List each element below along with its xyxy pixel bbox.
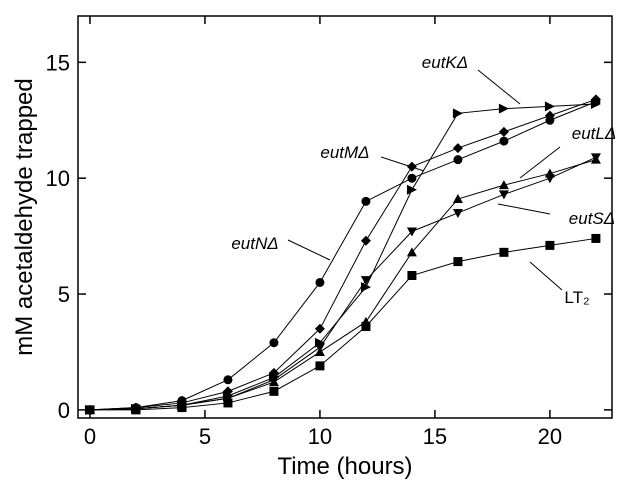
- point: [315, 277, 325, 287]
- point: [452, 108, 463, 119]
- point: [453, 155, 463, 165]
- leader-line: [497, 203, 551, 215]
- series-label: eutNΔ: [231, 234, 278, 253]
- leader-line: [380, 156, 425, 172]
- point: [545, 115, 555, 125]
- x-tick-label: 20: [538, 424, 562, 449]
- point: [498, 126, 509, 137]
- point: [314, 343, 325, 353]
- series-line: [89, 98, 597, 411]
- y-axis-label: mM acetaldehyde trapped: [11, 78, 38, 356]
- x-tick-label: 10: [308, 424, 332, 449]
- leader-line: [519, 146, 561, 179]
- series-label: eutLΔ: [572, 124, 617, 143]
- point: [406, 227, 417, 237]
- point: [499, 136, 509, 146]
- point: [268, 367, 279, 378]
- point: [498, 103, 509, 114]
- point: [223, 375, 233, 385]
- leader-line: [287, 239, 331, 261]
- series-line: [89, 101, 597, 411]
- x-tick-label: 5: [199, 424, 211, 449]
- point: [269, 338, 279, 348]
- series-label: eutSΔ: [569, 209, 615, 228]
- point: [590, 153, 601, 163]
- plot-frame: [77, 15, 613, 419]
- point: [360, 235, 371, 246]
- point: [452, 143, 463, 154]
- y-tick-label: 10: [46, 166, 70, 191]
- point: [544, 101, 555, 112]
- point: [360, 276, 371, 286]
- point: [406, 184, 417, 195]
- y-tick-label: 15: [46, 50, 70, 75]
- point: [453, 257, 463, 267]
- point: [452, 208, 463, 218]
- point: [269, 386, 279, 396]
- series-line: [89, 237, 596, 411]
- leader-line: [477, 69, 521, 105]
- point: [314, 323, 325, 334]
- leader-line: [529, 261, 563, 291]
- y-tick-label: 0: [58, 398, 70, 423]
- x-tick-label: 15: [423, 424, 447, 449]
- point: [222, 386, 233, 397]
- point: [268, 375, 279, 385]
- point: [545, 240, 555, 250]
- point: [498, 190, 509, 200]
- y-tick-label: 5: [58, 282, 70, 307]
- point: [407, 173, 417, 183]
- point: [131, 405, 141, 415]
- point: [360, 282, 371, 293]
- point: [591, 233, 601, 243]
- point: [407, 271, 417, 281]
- series-label: LT₂: [564, 288, 589, 307]
- point: [177, 403, 187, 413]
- point: [223, 398, 233, 408]
- series-label: eutKΔ: [422, 53, 468, 72]
- point: [591, 97, 601, 107]
- point: [452, 194, 463, 204]
- point: [499, 247, 509, 257]
- point: [498, 180, 509, 190]
- series-label: eutMΔ: [320, 143, 369, 162]
- x-tick-label: 0: [84, 424, 96, 449]
- x-axis-label: Time (hours): [277, 453, 412, 480]
- series-line: [89, 156, 597, 411]
- point: [361, 196, 371, 206]
- point: [406, 247, 417, 257]
- point: [177, 396, 187, 406]
- point: [85, 405, 95, 415]
- point: [361, 321, 371, 331]
- point: [544, 174, 555, 184]
- point: [315, 361, 325, 371]
